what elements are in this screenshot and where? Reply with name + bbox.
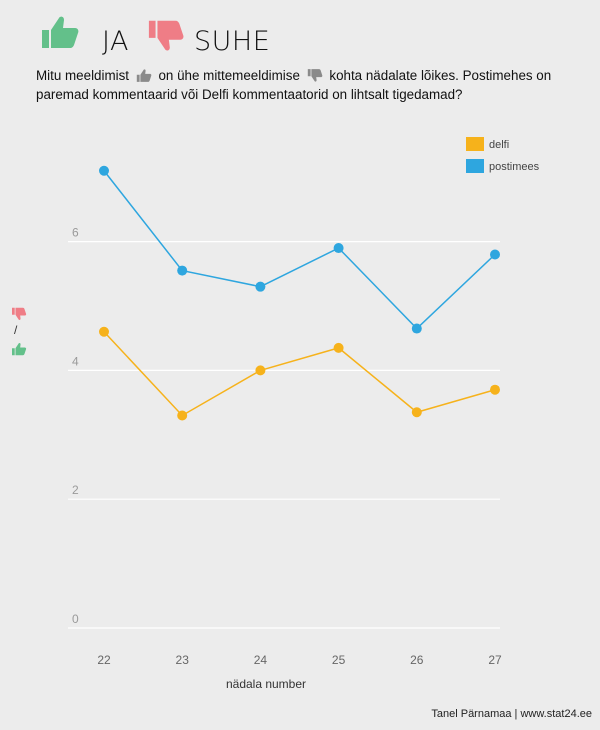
no-label: SUHE bbox=[194, 26, 271, 57]
y-tick-label-4: 4 bbox=[72, 354, 79, 368]
point-postimees-27 bbox=[490, 249, 500, 260]
y-tick-label-0: 0 bbox=[72, 612, 79, 626]
point-delfi-27 bbox=[490, 384, 500, 395]
legend-label-delfi: delfi bbox=[489, 139, 509, 151]
point-postimees-22 bbox=[99, 165, 109, 176]
chart-subtitle: Mitu meeldimist on ühe mittemeeldimise k… bbox=[36, 66, 596, 104]
point-delfi-22 bbox=[99, 326, 109, 337]
series-line-delfi bbox=[103, 331, 496, 417]
yes-label: JA bbox=[102, 26, 129, 57]
y-axis-label: / bbox=[12, 307, 27, 356]
point-postimees-24 bbox=[255, 281, 266, 292]
point-postimees-26 bbox=[411, 323, 422, 334]
x-tick-label-25: 25 bbox=[332, 653, 346, 667]
subtitle-part-3: kohta nädalate lõikes. Postimehes on par… bbox=[36, 68, 552, 102]
thumbs-down-inline-icon bbox=[307, 69, 322, 82]
subtitle-part-1: Mitu meeldimist bbox=[36, 68, 130, 83]
series-line-postimees bbox=[103, 170, 496, 330]
point-delfi-25 bbox=[333, 342, 344, 353]
thumbs-down-icon bbox=[148, 20, 184, 51]
y-tick-label-2: 2 bbox=[72, 483, 79, 497]
y-axis-separator: / bbox=[14, 323, 18, 337]
point-delfi-23 bbox=[177, 410, 188, 421]
point-delfi-26 bbox=[411, 407, 422, 418]
legend: delfi postimees bbox=[466, 137, 540, 173]
credit: Tanel Pärnamaa | www.stat24.ee bbox=[431, 708, 592, 720]
series-layer bbox=[99, 165, 500, 421]
x-tick-label-26: 26 bbox=[410, 653, 424, 667]
x-tick-label-22: 22 bbox=[97, 653, 111, 667]
subtitle-part-2: on ühe mittemeeldimise bbox=[158, 68, 300, 83]
x-axis-label: nädala number bbox=[226, 677, 306, 691]
point-postimees-23 bbox=[177, 265, 188, 276]
y-label-thumbs-down-icon bbox=[12, 307, 27, 320]
legend-swatch-postimees bbox=[466, 159, 484, 173]
x-tick-label-27: 27 bbox=[488, 653, 502, 667]
y-label-thumbs-up-icon bbox=[12, 343, 27, 356]
legend-swatch-delfi bbox=[466, 137, 484, 151]
y-tick-label-6: 6 bbox=[72, 226, 79, 240]
thumbs-up-inline-icon bbox=[136, 69, 152, 82]
point-delfi-24 bbox=[255, 365, 266, 376]
x-tick-label-24: 24 bbox=[254, 653, 268, 667]
thumbs-up-icon bbox=[42, 16, 79, 48]
x-tick-label-23: 23 bbox=[176, 653, 190, 667]
legend-label-postimees: postimees bbox=[489, 161, 540, 173]
point-postimees-25 bbox=[333, 243, 344, 254]
